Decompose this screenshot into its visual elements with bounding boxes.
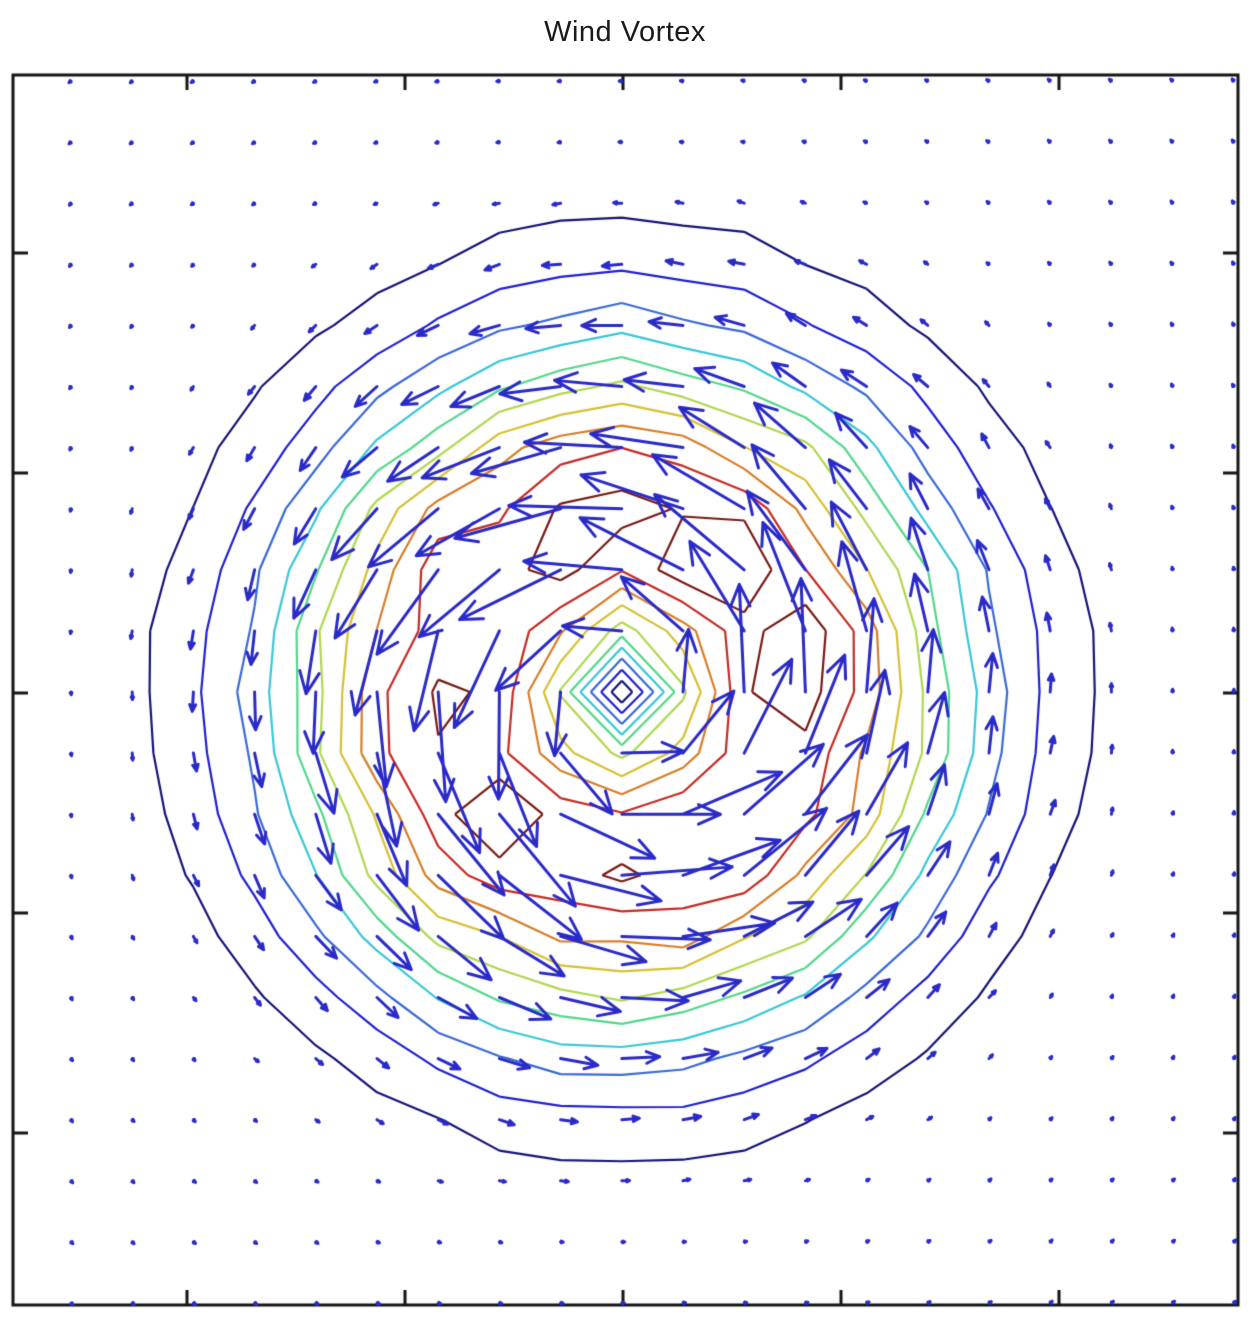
chart-title: Wind Vortex bbox=[544, 16, 706, 48]
